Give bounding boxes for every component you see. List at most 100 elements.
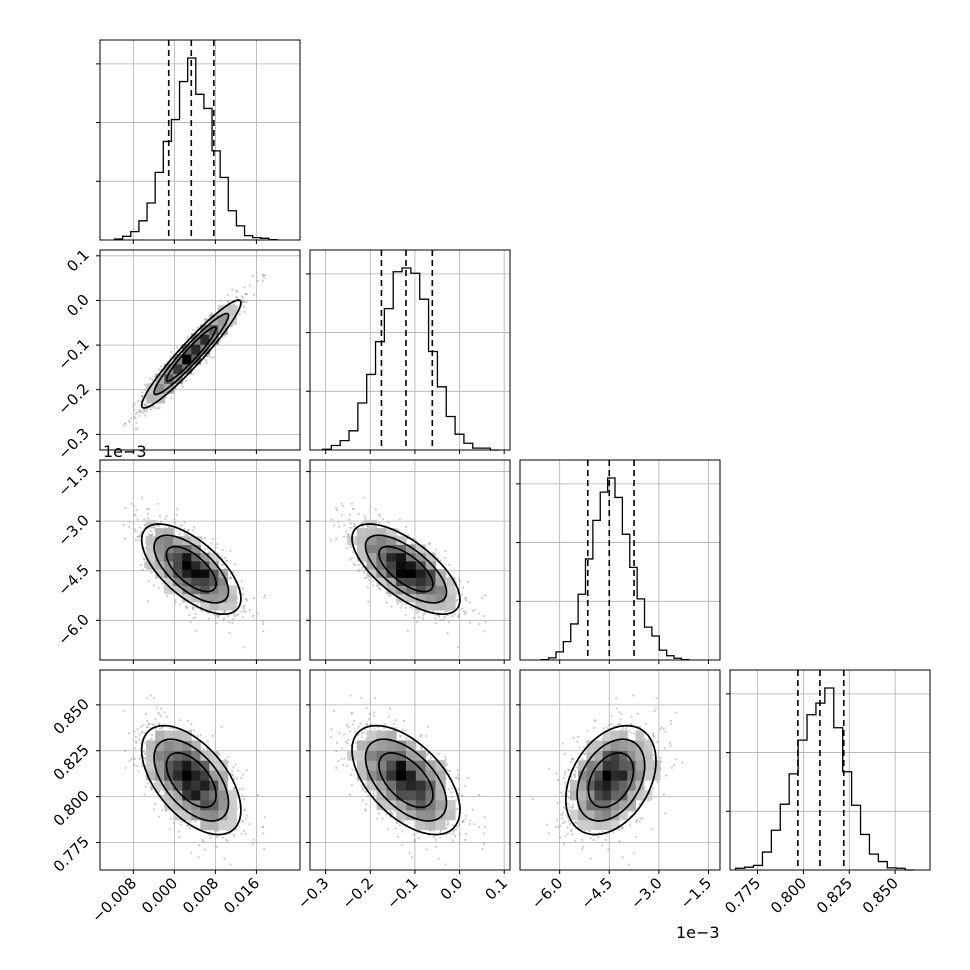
density-cell — [366, 740, 378, 751]
contour-1 — [364, 534, 448, 604]
scatter-point — [170, 350, 173, 353]
scatter-point — [128, 520, 131, 524]
scatter-point — [574, 839, 577, 842]
scatter-point — [573, 773, 577, 776]
density-cell — [200, 760, 210, 771]
density-cell — [209, 799, 219, 811]
scatter-point — [456, 769, 459, 772]
hist-panel-0 — [96, 39, 301, 244]
scatter-point — [240, 776, 243, 779]
density-cell — [191, 344, 201, 355]
scatter-point — [381, 817, 384, 820]
scatter-point — [179, 823, 182, 826]
scatter-point — [444, 549, 447, 553]
scatter-point — [166, 594, 169, 598]
scatter-point — [652, 735, 655, 738]
scatter-point — [142, 557, 145, 560]
scatter-point — [145, 410, 148, 413]
density-cell — [415, 544, 427, 554]
density-cell — [651, 770, 661, 781]
scatter-point — [238, 310, 241, 313]
scatter-point — [398, 518, 401, 521]
scatter-point — [178, 532, 181, 536]
scatter-point — [151, 533, 154, 536]
scatter-point — [363, 515, 366, 518]
scatter-point — [411, 856, 414, 859]
scatter-point — [333, 709, 336, 713]
density-cell — [602, 740, 612, 751]
density-cell — [635, 730, 645, 741]
density-cell — [182, 760, 192, 771]
scatter-point — [152, 584, 155, 587]
scatter-point — [399, 606, 402, 609]
scatter-point — [215, 621, 218, 625]
density-cell — [146, 740, 156, 751]
scatter-point — [357, 725, 360, 728]
scatter-point — [632, 694, 635, 697]
scatter-point — [575, 766, 578, 769]
scatter-point — [263, 596, 266, 599]
scatter-point — [263, 274, 267, 277]
scatter-point — [439, 829, 442, 832]
scatter-point — [656, 740, 659, 743]
scatter-point — [353, 522, 356, 525]
density-cell — [173, 354, 183, 365]
scatter-point — [136, 427, 139, 430]
scatter-point — [238, 788, 241, 791]
scatter-point — [425, 848, 428, 851]
scatter-point — [445, 763, 449, 766]
density-cell — [435, 770, 446, 781]
scatter-point — [220, 299, 223, 302]
scatter-point — [162, 582, 165, 585]
density-cell — [386, 544, 397, 554]
scatter-point — [584, 752, 587, 755]
scatter-point — [161, 809, 164, 812]
scatter-point — [483, 630, 486, 633]
scatter-point — [412, 616, 416, 620]
density-cell — [376, 528, 387, 537]
scatter-point — [216, 542, 219, 546]
scatter-point — [245, 769, 248, 772]
scatter-point — [398, 824, 401, 827]
density-cell — [435, 790, 446, 801]
density-cell — [146, 536, 156, 545]
density-cell — [376, 799, 387, 811]
density-cell — [619, 730, 628, 741]
scatter-point — [178, 835, 181, 839]
density-cell — [182, 354, 192, 365]
scatter-point — [464, 817, 468, 820]
scatter-point — [228, 631, 231, 635]
scatter-point — [383, 723, 387, 726]
scatter-point — [580, 838, 584, 841]
scatter-point — [361, 788, 364, 791]
density-cell — [405, 593, 417, 603]
density-cell — [173, 536, 183, 545]
scatter-point — [622, 727, 625, 730]
scatter-point — [186, 824, 189, 827]
scatter-point — [560, 791, 563, 794]
scatter-point — [162, 795, 165, 798]
density-cell — [594, 740, 604, 751]
scatter-point — [422, 614, 425, 617]
scatter-point — [242, 296, 245, 299]
scatter-point — [240, 579, 243, 583]
scatter-point — [357, 569, 360, 573]
density-cell — [635, 770, 645, 781]
scatter-point — [147, 722, 150, 726]
scatter-point — [340, 502, 343, 505]
scatter-point — [463, 784, 467, 787]
scatter-point — [174, 521, 177, 524]
scatter-point — [228, 621, 231, 624]
scatter-point — [617, 723, 620, 726]
scatter-point — [627, 863, 631, 866]
scatter-point — [256, 793, 260, 797]
scatter-point — [211, 734, 214, 738]
density-cell — [164, 585, 174, 595]
scatter-point — [157, 587, 161, 590]
scatter-point — [564, 820, 567, 823]
scatter-point — [205, 361, 208, 365]
scatter-point — [603, 726, 606, 730]
scatter-point — [252, 293, 255, 296]
density-cell — [586, 740, 596, 751]
density-cell — [445, 593, 456, 603]
